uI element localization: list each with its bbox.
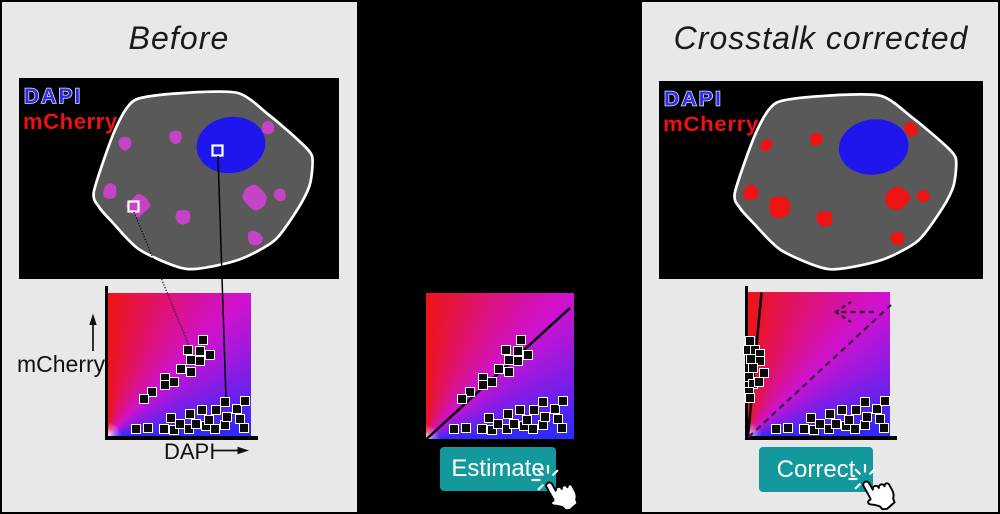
- svg-text:DAPI: DAPI: [24, 85, 82, 108]
- svg-text:mCherry: mCherry: [663, 112, 759, 137]
- svg-text:DAPI: DAPI: [664, 88, 723, 111]
- svg-text:mCherry: mCherry: [23, 109, 118, 134]
